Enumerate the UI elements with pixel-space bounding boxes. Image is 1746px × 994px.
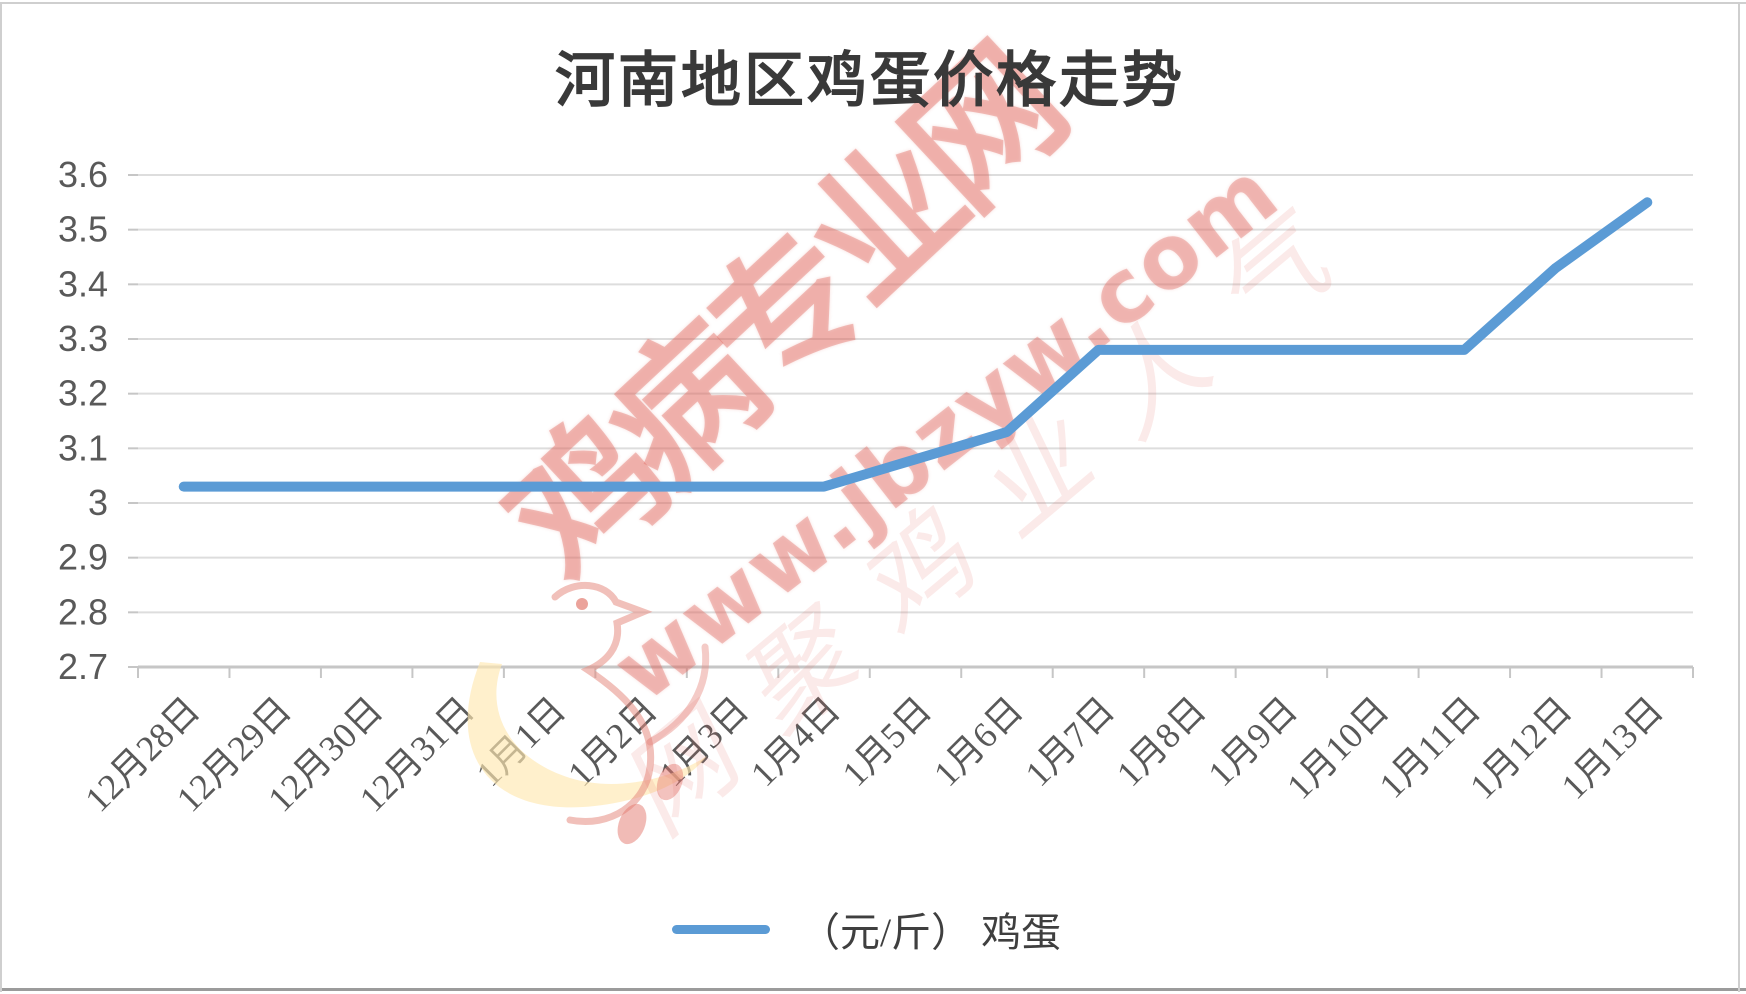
window-border-right (1738, 2, 1740, 992)
window-border-top (0, 2, 1746, 4)
window-border-bottom (0, 988, 1746, 991)
y-tick-label: 3.1 (58, 427, 108, 468)
legend-line-swatch (672, 924, 770, 934)
y-tick-label: 3.3 (58, 318, 108, 359)
y-tick-label: 3.4 (58, 263, 108, 304)
y-tick-label: 3.6 (58, 154, 108, 195)
y-tick-label: 3.5 (58, 209, 108, 250)
y-tick-label: 2.7 (58, 646, 108, 687)
chart-legend: （元/斤） 鸡蛋 (672, 900, 1061, 958)
y-tick-label: 2.8 (58, 591, 108, 632)
chart-title: 河南地区鸡蛋价格走势 (555, 48, 1185, 114)
legend-label: （元/斤） 鸡蛋 (800, 910, 1062, 955)
window-border-left (0, 2, 2, 992)
y-tick-label: 3.2 (58, 373, 108, 414)
price-line (178, 197, 1653, 492)
y-tick-label: 2.9 (58, 537, 108, 578)
y-tick-label: 3 (88, 482, 108, 523)
